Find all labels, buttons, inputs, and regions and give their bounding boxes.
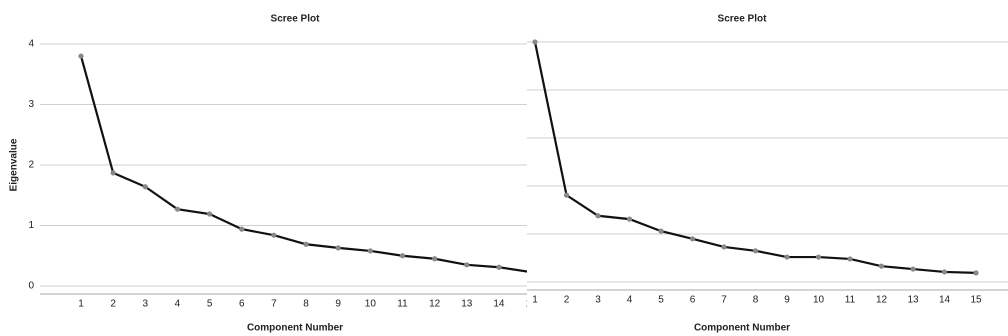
x-tick-label: 10 bbox=[365, 299, 377, 310]
y-tick-label: 2 bbox=[28, 160, 34, 171]
x-tick-label: 9 bbox=[784, 295, 790, 306]
point bbox=[432, 256, 437, 261]
x-tick-label: 8 bbox=[753, 295, 759, 306]
x-tick-label: 9 bbox=[335, 299, 341, 310]
point bbox=[529, 269, 534, 274]
x-tick-label: 11 bbox=[845, 295, 856, 306]
point bbox=[942, 269, 947, 274]
x-tick-label: 7 bbox=[271, 299, 277, 310]
y-axis-title: Eigenvalue bbox=[9, 138, 20, 191]
point bbox=[816, 254, 821, 259]
point bbox=[207, 211, 212, 216]
point bbox=[368, 248, 373, 253]
x-tick-label: 13 bbox=[461, 299, 473, 310]
point bbox=[658, 229, 663, 234]
x-tick-label: 1 bbox=[78, 299, 84, 310]
chart: Scree PlotComponent NumberEigenvalue0123… bbox=[0, 0, 1008, 336]
point bbox=[143, 184, 148, 189]
y-tick-label: 1 bbox=[28, 220, 34, 231]
point bbox=[111, 170, 116, 175]
point bbox=[973, 270, 978, 275]
x-tick-label: 3 bbox=[143, 299, 149, 310]
chart-title: Scree Plot bbox=[271, 14, 321, 25]
x-tick-label: 4 bbox=[175, 299, 181, 310]
point bbox=[464, 262, 469, 267]
x-tick-label: 14 bbox=[493, 299, 505, 310]
x-axis-title: Component Number bbox=[247, 323, 343, 334]
x-tick-label: 1 bbox=[532, 295, 538, 306]
point bbox=[847, 256, 852, 261]
point bbox=[175, 207, 180, 212]
x-tick-label: 4 bbox=[627, 295, 633, 306]
x-tick-label: 12 bbox=[429, 299, 441, 310]
x-tick-label: 13 bbox=[907, 295, 919, 306]
x-tick-label: 6 bbox=[239, 299, 245, 310]
point bbox=[303, 242, 308, 247]
point bbox=[564, 193, 569, 198]
x-tick-label: 3 bbox=[595, 295, 601, 306]
point bbox=[271, 233, 276, 238]
x-tick-label: 5 bbox=[207, 299, 213, 310]
point bbox=[532, 39, 537, 44]
point bbox=[879, 264, 884, 269]
line bbox=[535, 42, 976, 273]
point bbox=[721, 244, 726, 249]
y-tick-label: 3 bbox=[28, 99, 34, 110]
point bbox=[910, 266, 915, 271]
point bbox=[78, 54, 83, 59]
x-tick-label: 7 bbox=[721, 295, 727, 306]
y-tick-label: 4 bbox=[28, 39, 34, 50]
point bbox=[690, 236, 695, 241]
x-tick-label: 8 bbox=[303, 299, 309, 310]
x-tick-label: 15 bbox=[970, 295, 982, 306]
point bbox=[595, 213, 600, 218]
point bbox=[627, 217, 632, 222]
x-axis-title: Component Number bbox=[694, 323, 790, 334]
x-tick-label: 6 bbox=[690, 295, 696, 306]
line bbox=[81, 56, 531, 272]
x-tick-label: 11 bbox=[397, 299, 408, 310]
x-tick-label: 12 bbox=[876, 295, 888, 306]
x-tick-label: 5 bbox=[658, 295, 664, 306]
point bbox=[400, 253, 405, 258]
x-tick-label: 2 bbox=[110, 299, 116, 310]
point bbox=[784, 254, 789, 259]
point bbox=[496, 265, 501, 270]
point bbox=[239, 227, 244, 232]
chart-title: Scree Plot bbox=[718, 14, 768, 25]
x-tick-label: 10 bbox=[813, 295, 825, 306]
point bbox=[753, 248, 758, 253]
point bbox=[336, 245, 341, 250]
y-tick-label: 0 bbox=[28, 281, 34, 292]
x-tick-label: 14 bbox=[939, 295, 951, 306]
x-tick-label: 2 bbox=[564, 295, 570, 306]
